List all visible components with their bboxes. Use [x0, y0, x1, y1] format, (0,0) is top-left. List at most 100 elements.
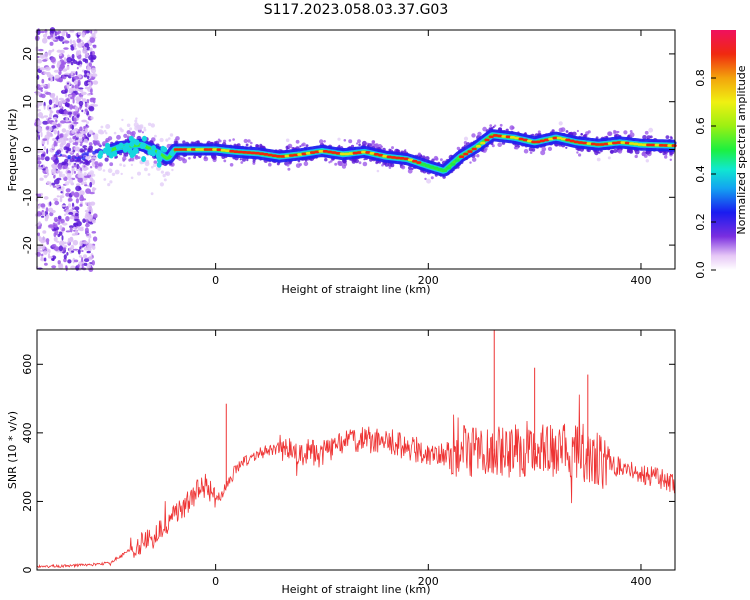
spectral-speck [358, 143, 361, 146]
noise-speck [81, 109, 84, 113]
noise-speck [77, 264, 80, 268]
noise-speck [64, 74, 69, 77]
noise-speck [50, 77, 53, 82]
spectral-speck [594, 150, 599, 156]
noise-speck [69, 225, 74, 229]
noise-speck [38, 221, 41, 225]
spectral-speck [391, 146, 394, 150]
noise-speck [41, 78, 45, 84]
spectral-speck [177, 156, 183, 162]
spectral-speck [82, 131, 86, 134]
noise-speck [84, 108, 88, 113]
spectral-speck [78, 133, 82, 138]
spectral-speck [540, 150, 546, 156]
noise-speck [44, 156, 50, 162]
noise-speck [52, 258, 55, 261]
spectral-speck [348, 139, 353, 144]
noise-speck [71, 167, 75, 172]
spectral-speck [424, 177, 427, 181]
noise-speck [50, 110, 54, 114]
noise-speck [90, 59, 94, 63]
noise-speck [61, 189, 65, 195]
noise-speck [36, 58, 43, 64]
noise-speck [61, 204, 67, 207]
spectral-speck [83, 138, 88, 143]
spectral-speck [433, 155, 439, 161]
noise-speck [53, 69, 60, 73]
noise-speck [66, 83, 70, 89]
spectral-speck [511, 126, 515, 130]
noise-speck [38, 249, 44, 253]
noise-speck [65, 192, 70, 197]
spectral-speck [86, 153, 89, 157]
noise-speck [59, 240, 65, 246]
spectral-speck [623, 130, 628, 135]
spectral-speck [135, 117, 138, 120]
spectral-speck [250, 141, 253, 145]
noise-speck [57, 260, 61, 265]
noise-speck [42, 59, 48, 62]
noise-speck [48, 74, 54, 78]
y-tick-label: 400 [21, 422, 34, 443]
noise-speck [91, 187, 96, 193]
spectral-speck [531, 148, 536, 152]
noise-speck [80, 194, 84, 198]
spectral-speck [59, 171, 63, 175]
spectral-speck [82, 161, 85, 165]
spectral-speck [111, 172, 116, 176]
noise-speck [84, 227, 89, 234]
noise-speck [68, 121, 72, 124]
cyan-blob [134, 139, 140, 146]
noise-speck [43, 115, 49, 118]
spectral-speck [247, 139, 251, 143]
spectral-speck [469, 161, 472, 164]
spectral-speck [141, 131, 144, 134]
noise-speck [89, 235, 92, 239]
noise-speck [68, 236, 74, 243]
noise-speck [60, 99, 67, 104]
noise-speck [55, 32, 60, 35]
noise-speck [86, 250, 91, 254]
noise-speck [78, 87, 84, 90]
noise-speck [63, 247, 67, 250]
noise-speck [89, 47, 93, 52]
y-tick-label: 200 [21, 491, 34, 512]
spectral-speck [121, 118, 124, 122]
spectral-speck [122, 158, 126, 162]
noise-speck [52, 122, 55, 125]
spectral-speck [330, 160, 333, 163]
noise-speck [37, 160, 42, 165]
noise-speck [72, 98, 75, 104]
noise-speck [57, 123, 61, 128]
noise-speck [76, 183, 81, 187]
spectral-speck [74, 141, 79, 146]
noise-speck [37, 126, 42, 133]
noise-speck [73, 80, 79, 85]
noise-speck [90, 57, 96, 60]
noise-speck [86, 99, 90, 104]
noise-speck [44, 262, 48, 266]
noise-speck [46, 126, 50, 130]
spectral-speck [610, 150, 614, 154]
spectral-speck [69, 158, 74, 163]
snr-panel: 0 200 400 0 200 400 600 Height of straight lin… [6, 329, 676, 596]
cyan-blob [128, 135, 134, 142]
noise-speck [65, 216, 70, 222]
spectral-speck [116, 134, 121, 140]
noise-speck [70, 61, 74, 66]
noise-speck [40, 255, 44, 261]
spectral-speck [113, 131, 117, 135]
noise-speck [90, 88, 93, 94]
noise-speck [73, 117, 77, 123]
noise-speck [80, 40, 84, 43]
spectral-speck [165, 171, 171, 176]
spectral-speck [105, 132, 108, 135]
noise-speck [51, 182, 56, 186]
snr-x-label: Height of straight line (km) [281, 583, 430, 596]
spectral-speck [65, 129, 71, 135]
noise-speck [70, 244, 75, 250]
noise-speck [51, 164, 57, 168]
spectral-speck [99, 130, 104, 135]
spectral-speck [524, 132, 527, 135]
spectral-speck [63, 146, 68, 151]
